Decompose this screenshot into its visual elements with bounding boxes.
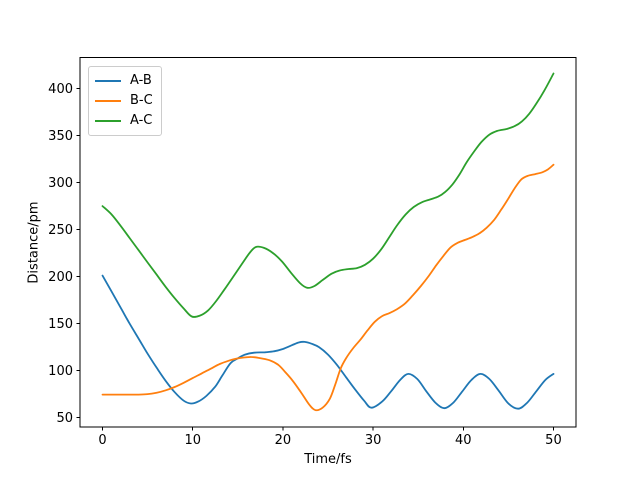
legend-line-swatch (95, 100, 121, 102)
series-line-B-C (101, 163, 555, 412)
x-tick-label: 40 (455, 433, 472, 448)
x-axis-label: Time/fs (304, 452, 352, 467)
legend-item: A-B (95, 71, 153, 91)
legend-line-swatch (95, 80, 121, 82)
x-tick-label: 50 (545, 433, 562, 448)
y-tick-label: 50 (56, 411, 73, 426)
legend: A-B B-C A-C (88, 66, 162, 136)
y-axis-label: Distance/pm (26, 201, 42, 284)
y-tick-label: 200 (48, 270, 73, 285)
legend-line-swatch (95, 120, 121, 122)
x-tick-label: 0 (98, 433, 106, 448)
series-line-A-C (101, 72, 555, 318)
axes-spines (79, 57, 577, 428)
legend-label: A-C (130, 113, 153, 128)
y-tick-label: 400 (48, 82, 73, 97)
legend-item: B-C (95, 91, 153, 111)
y-tick-label: 100 (48, 364, 73, 379)
y-tick-label: 350 (48, 129, 73, 144)
legend-label: A-B (130, 73, 152, 88)
x-tick-label: 30 (365, 433, 382, 448)
y-tick-label: 300 (48, 176, 73, 191)
series-line-A-B (101, 274, 555, 410)
x-tick-label: 20 (275, 433, 292, 448)
x-tick-label: 10 (184, 433, 201, 448)
y-tick-label: 250 (48, 223, 73, 238)
y-tick-label: 150 (48, 317, 73, 332)
legend-label: B-C (130, 93, 153, 108)
legend-item: A-C (95, 111, 153, 131)
